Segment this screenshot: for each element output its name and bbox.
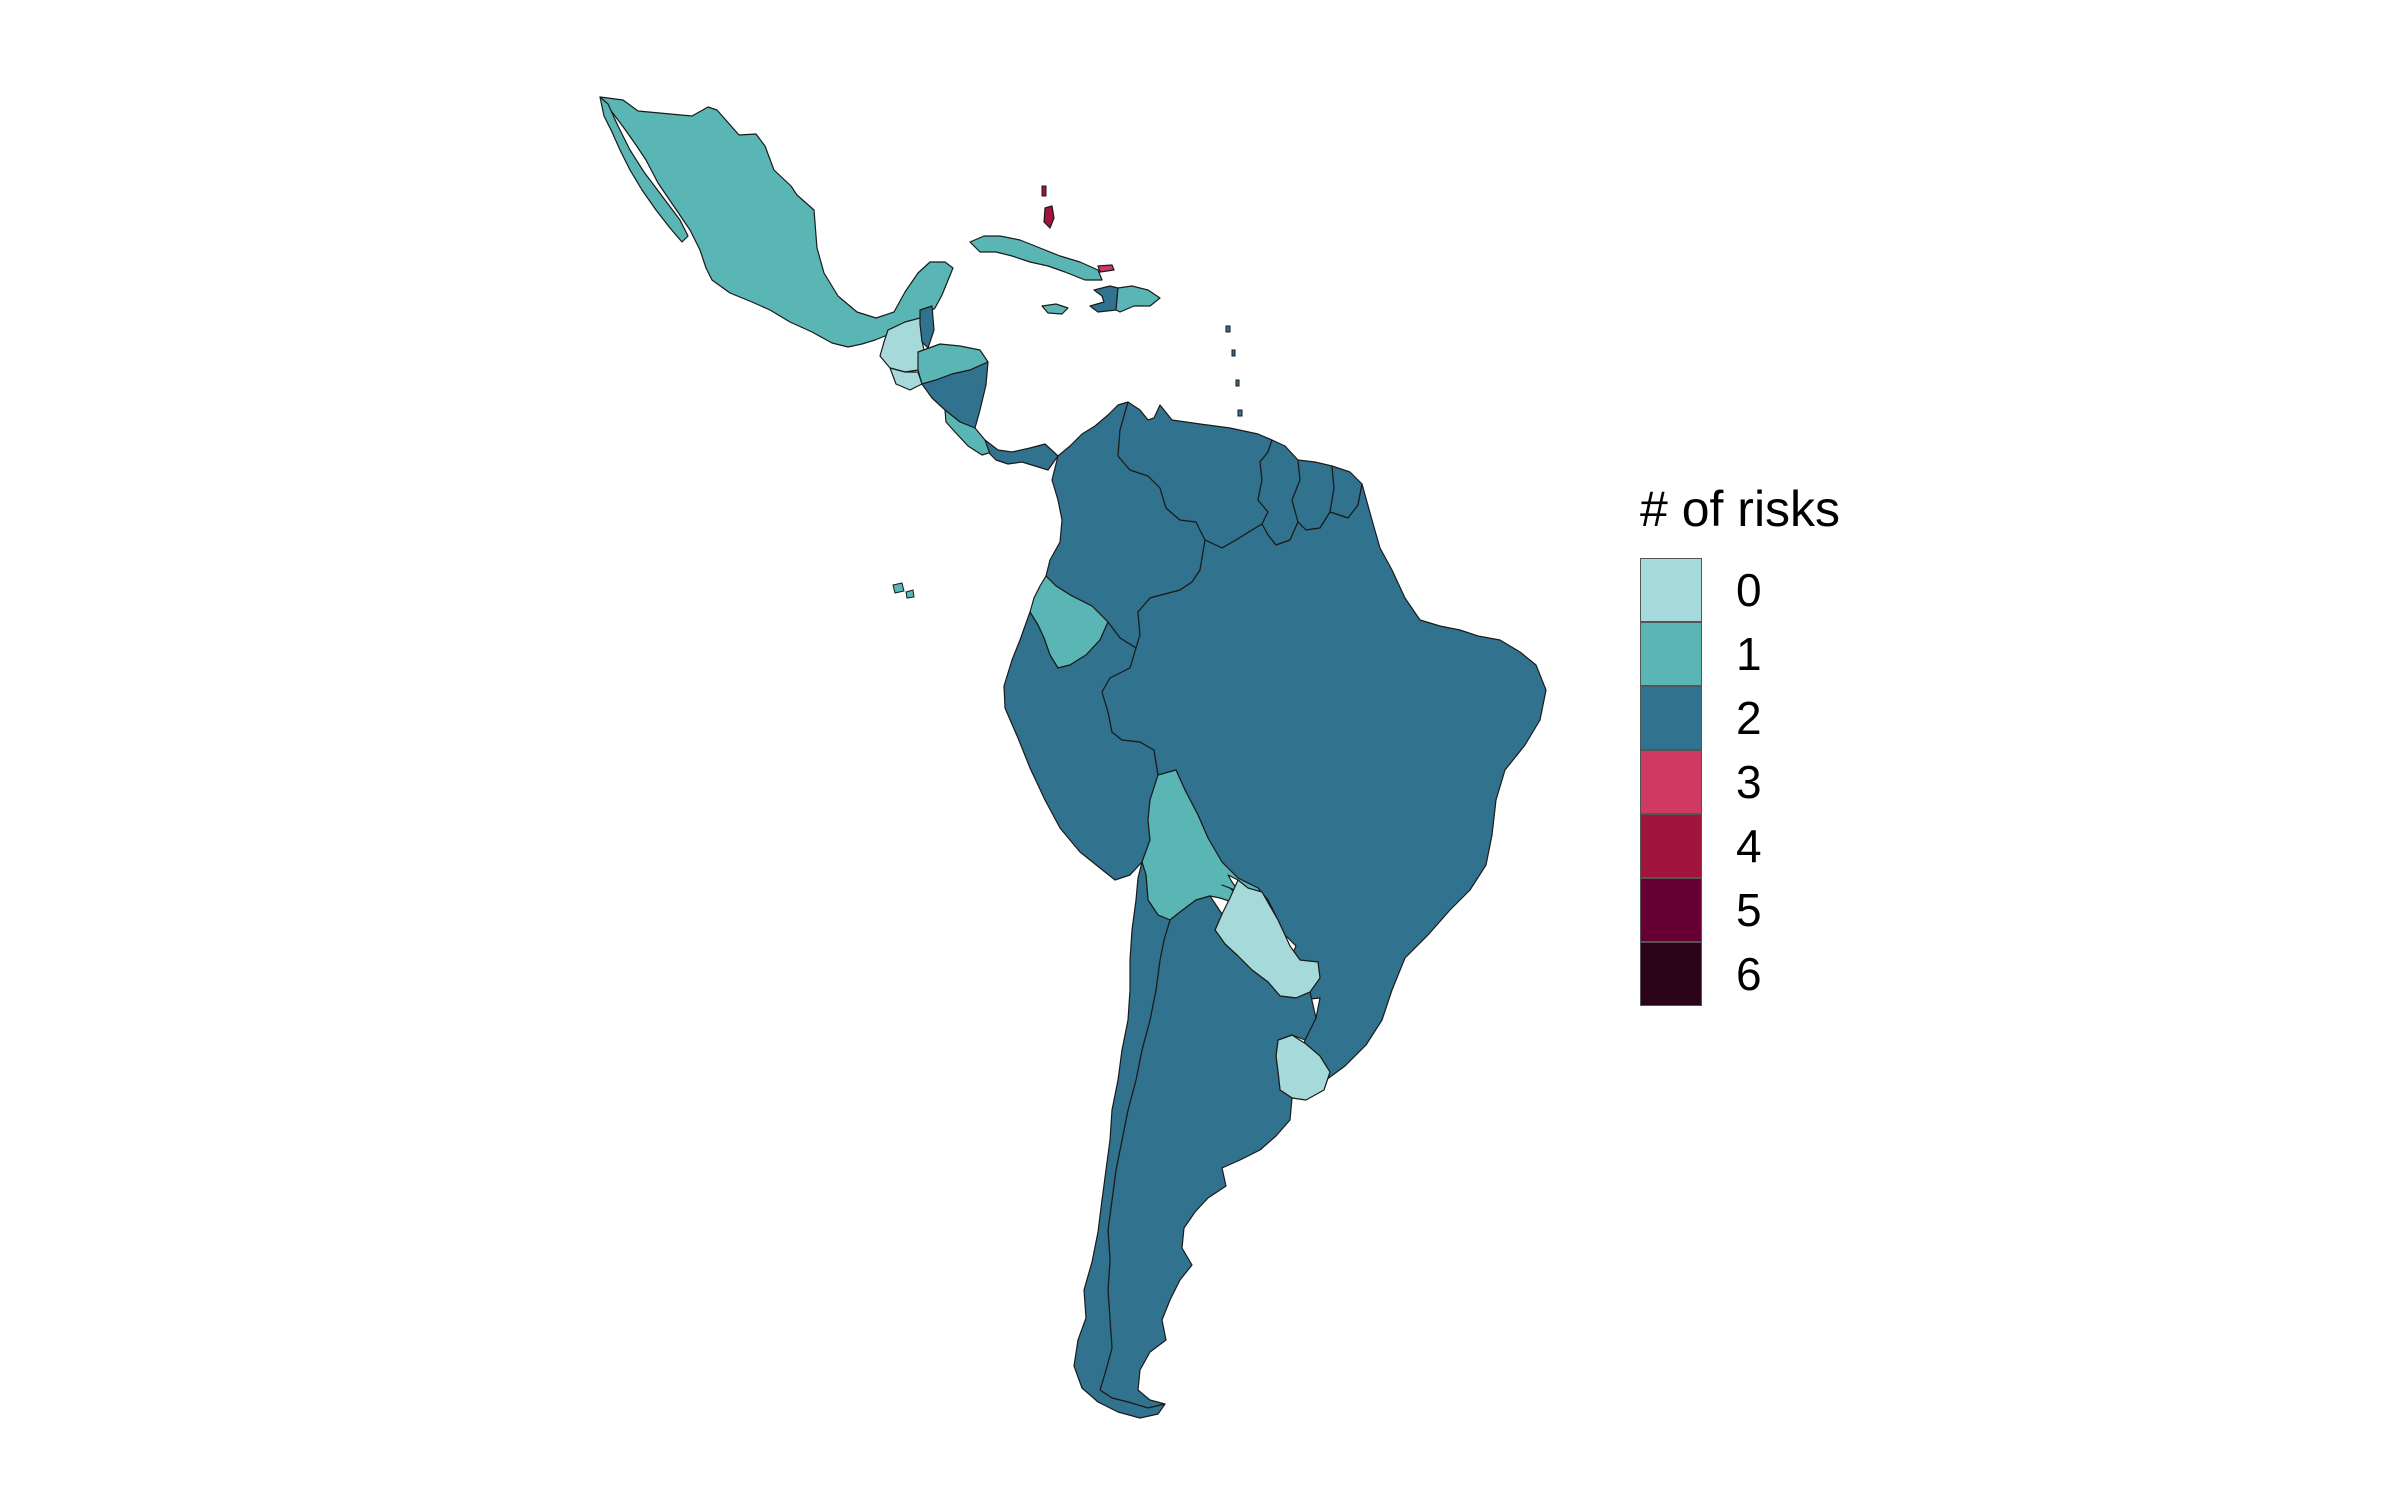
- country-puerto-rico: [1097, 264, 1115, 273]
- lesser-antilles: [1225, 325, 1243, 417]
- legend-swatch-3: [1640, 750, 1702, 814]
- country-haiti: [1089, 285, 1119, 313]
- legend-swatch-1: [1640, 622, 1702, 686]
- country-panama: [984, 439, 1059, 471]
- legend-label-6: 6: [1736, 948, 1762, 1000]
- country-bahamas: [1043, 205, 1055, 229]
- legend-title: # of risks: [1640, 481, 1841, 537]
- legend-swatch-5: [1640, 878, 1702, 942]
- country-cuba: [969, 235, 1103, 281]
- legend-swatch-6: [1640, 942, 1702, 1006]
- legend-item-4: 4: [1640, 814, 1840, 878]
- country-jamaica: [1041, 303, 1069, 315]
- legend-label-2: 2: [1736, 692, 1762, 744]
- legend-label-5: 5: [1736, 884, 1762, 936]
- legend: # of risks 0 1 2 3 4 5 6: [1640, 480, 1840, 1006]
- country-costa-rica: [944, 409, 993, 456]
- legend-swatch-2: [1640, 686, 1702, 750]
- country-bahamas-islet: [1041, 185, 1047, 197]
- legend-swatch-4: [1640, 814, 1702, 878]
- legend-label-3: 3: [1736, 756, 1762, 808]
- legend-item-0: 0: [1640, 558, 1840, 622]
- legend-item-2: 2: [1640, 686, 1840, 750]
- country-belize: [919, 305, 935, 349]
- legend-swatch-0: [1640, 558, 1702, 622]
- country-dominican-republic: [1115, 285, 1161, 313]
- country-mexico-baja: [599, 96, 689, 243]
- legend-rows: 0 1 2 3 4 5 6: [1640, 558, 1840, 1006]
- country-chile: [1073, 861, 1171, 1419]
- legend-label-0: 0: [1736, 564, 1762, 616]
- legend-item-3: 3: [1640, 750, 1840, 814]
- legend-label-1: 1: [1736, 628, 1762, 680]
- country-mexico: [599, 96, 954, 348]
- legend-item-5: 5: [1640, 878, 1840, 942]
- galapagos-islands: [892, 582, 915, 599]
- country-nicaragua: [921, 361, 989, 429]
- legend-label-4: 4: [1736, 820, 1762, 872]
- legend-item-6: 6: [1640, 942, 1840, 1006]
- legend-item-1: 1: [1640, 622, 1840, 686]
